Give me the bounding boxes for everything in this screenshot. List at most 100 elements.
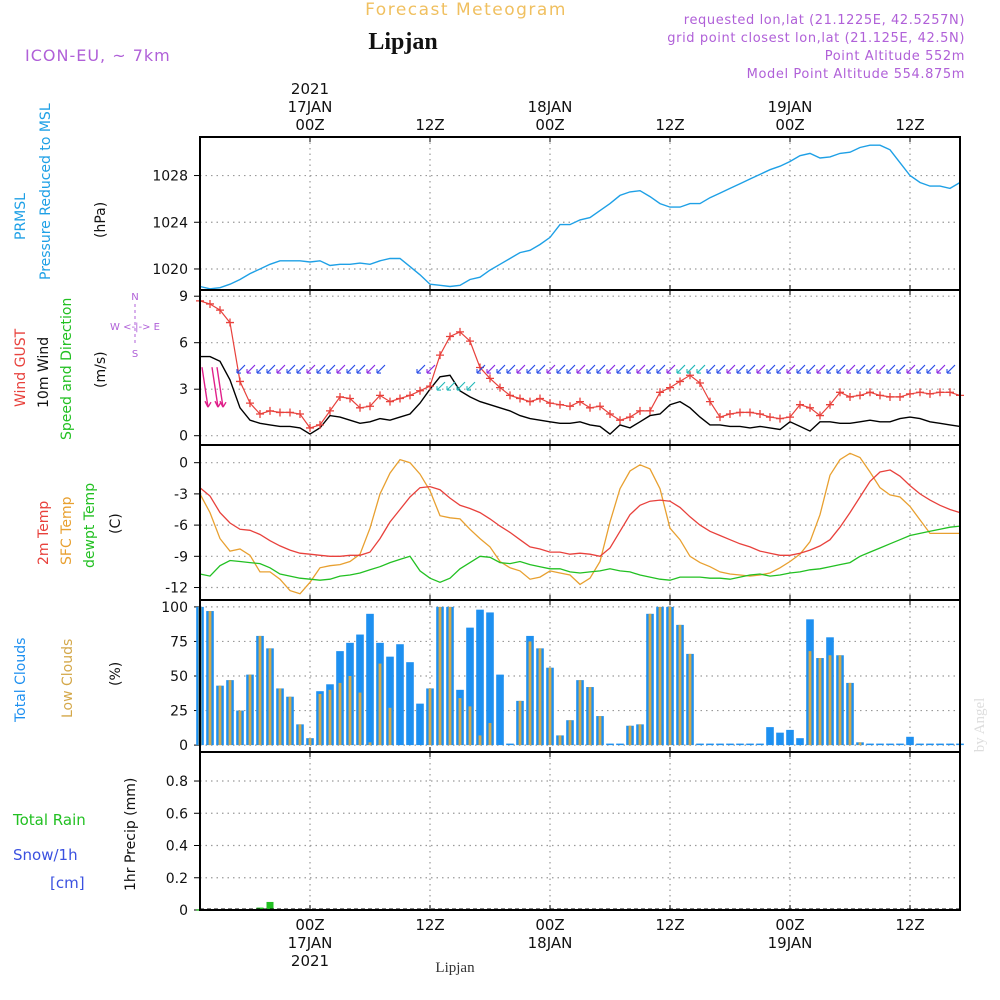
gust-marker [726,410,734,418]
wind-arrow [686,364,696,374]
total-cloud-bar [696,743,704,746]
gust-marker [506,391,514,400]
wind-arrow [896,364,906,374]
wind-arrow [736,364,746,374]
total-cloud-bar [776,732,784,746]
requested-coords: requested lon,lat (21.1225E, 42.5257N) [684,13,965,28]
y-tick-label: 0.2 [166,871,188,887]
wind-arrow [446,381,456,391]
y-tick-label: 1024 [152,215,188,231]
compass-east-west: W <-|-> E [110,322,160,333]
wind-arrow [876,364,886,374]
gust-marker [256,410,264,418]
time-label-top: 12Z [415,116,444,134]
gust-marker [786,413,794,422]
gust-marker [496,383,504,392]
gust-marker [656,388,664,397]
gust-marker [286,408,294,417]
time-label-bottom: 00Z [775,916,804,934]
gust-marker [276,408,284,417]
wind-unit: (m/s) [93,351,109,388]
temp-panel-labels: 2m Temp SFC Temp dewpt Temp (C) [36,483,124,568]
temp-2m-line [199,469,961,558]
total-cloud-bar [386,656,394,746]
gust-marker [366,402,374,411]
gust-marker [626,413,634,422]
low-cloud-bar [688,653,692,746]
low-cloud-bar [378,663,382,746]
total-cloud-bar [506,743,514,746]
low-cloud-bar [668,606,672,746]
wind-arrow [316,364,326,374]
low-cloud-bar [488,722,492,746]
wind-arrow [546,364,556,374]
gust-marker [346,394,354,403]
y-tick-label: 75 [170,634,188,650]
total-cloud-bar [766,727,774,746]
y-tick-label: 1020 [152,262,188,278]
low-cloud-bar [338,682,342,746]
time-label-bottom: 19JAN [768,934,813,952]
chart-title: Forecast Meteogram [365,0,567,20]
wind-arrow [846,364,856,374]
low-cloud-bar [288,696,292,746]
gust-marker [246,399,254,408]
wind-speed-dir-label: Speed and Direction [59,298,75,440]
gust-marker [796,400,804,409]
gust-marker [206,299,214,308]
prmsl-line [199,144,961,290]
wind-arrow [296,364,306,374]
total-cloud-bar [396,644,404,746]
wind-arrow [706,364,716,374]
y-tick-label: 0 [179,903,188,919]
total-cloud-bar [906,736,914,746]
time-label-bottom: 17JAN [288,934,333,952]
total-cloud-bar [726,743,734,746]
grid-coords: grid point closest lon,lat (21.125E, 42.… [667,31,965,46]
gust-marker [906,389,914,398]
cloud-unit: (%) [108,662,124,686]
gust-marker [386,397,394,406]
gust-marker [846,392,854,401]
low-cloud-bar [558,735,562,746]
gust-marker [306,423,314,432]
wind-arrow [766,364,776,374]
rain-bar [266,901,274,910]
compass-north: N [131,292,138,303]
wind-arrow [806,364,816,374]
gust-marker [856,391,864,400]
total-cloud-bar [606,743,614,746]
location-title: Lipjan [368,29,437,55]
time-label-bottom: 2021 [291,952,329,970]
wind-arrow [786,364,796,374]
model-altitude: Model Point Altitude 554.875m [747,67,965,82]
low-cloud-bar [638,724,642,746]
panel-temperature: -12 -9 -6 -3 0 [165,444,961,601]
low-cloud-bar [448,606,452,746]
gust-marker [516,394,524,403]
wind-arrow [566,364,576,374]
low-cloud-bar [298,724,302,746]
wind-arrow [936,364,946,374]
total-cloud-bar [416,703,424,746]
gust-marker [426,382,434,391]
footer-location: Lipjan [435,960,475,976]
low-cloud-bar [808,651,812,746]
wind-arrow [526,364,536,374]
total-cloud-bar [706,743,714,746]
gust-marker [866,388,874,397]
y-tick-label: 0.4 [166,839,188,855]
precip-panel-labels: Total Rain Snow/1h [cm] 1hr Precip (mm) [12,778,139,892]
panel-precipitation: 0 0.2 0.4 0.6 0.8 [166,751,961,919]
gust-marker [216,306,224,315]
gust-marker [356,403,364,412]
wind-arrow [376,364,386,374]
y-tick-label: -9 [174,549,188,565]
time-label-bottom: 18JAN [528,934,573,952]
low-cloud-bar [458,698,462,746]
gust-marker [236,377,244,386]
wind-arrow [366,364,376,374]
wind-arrow [646,364,656,374]
low-cloud-bar [348,676,352,746]
